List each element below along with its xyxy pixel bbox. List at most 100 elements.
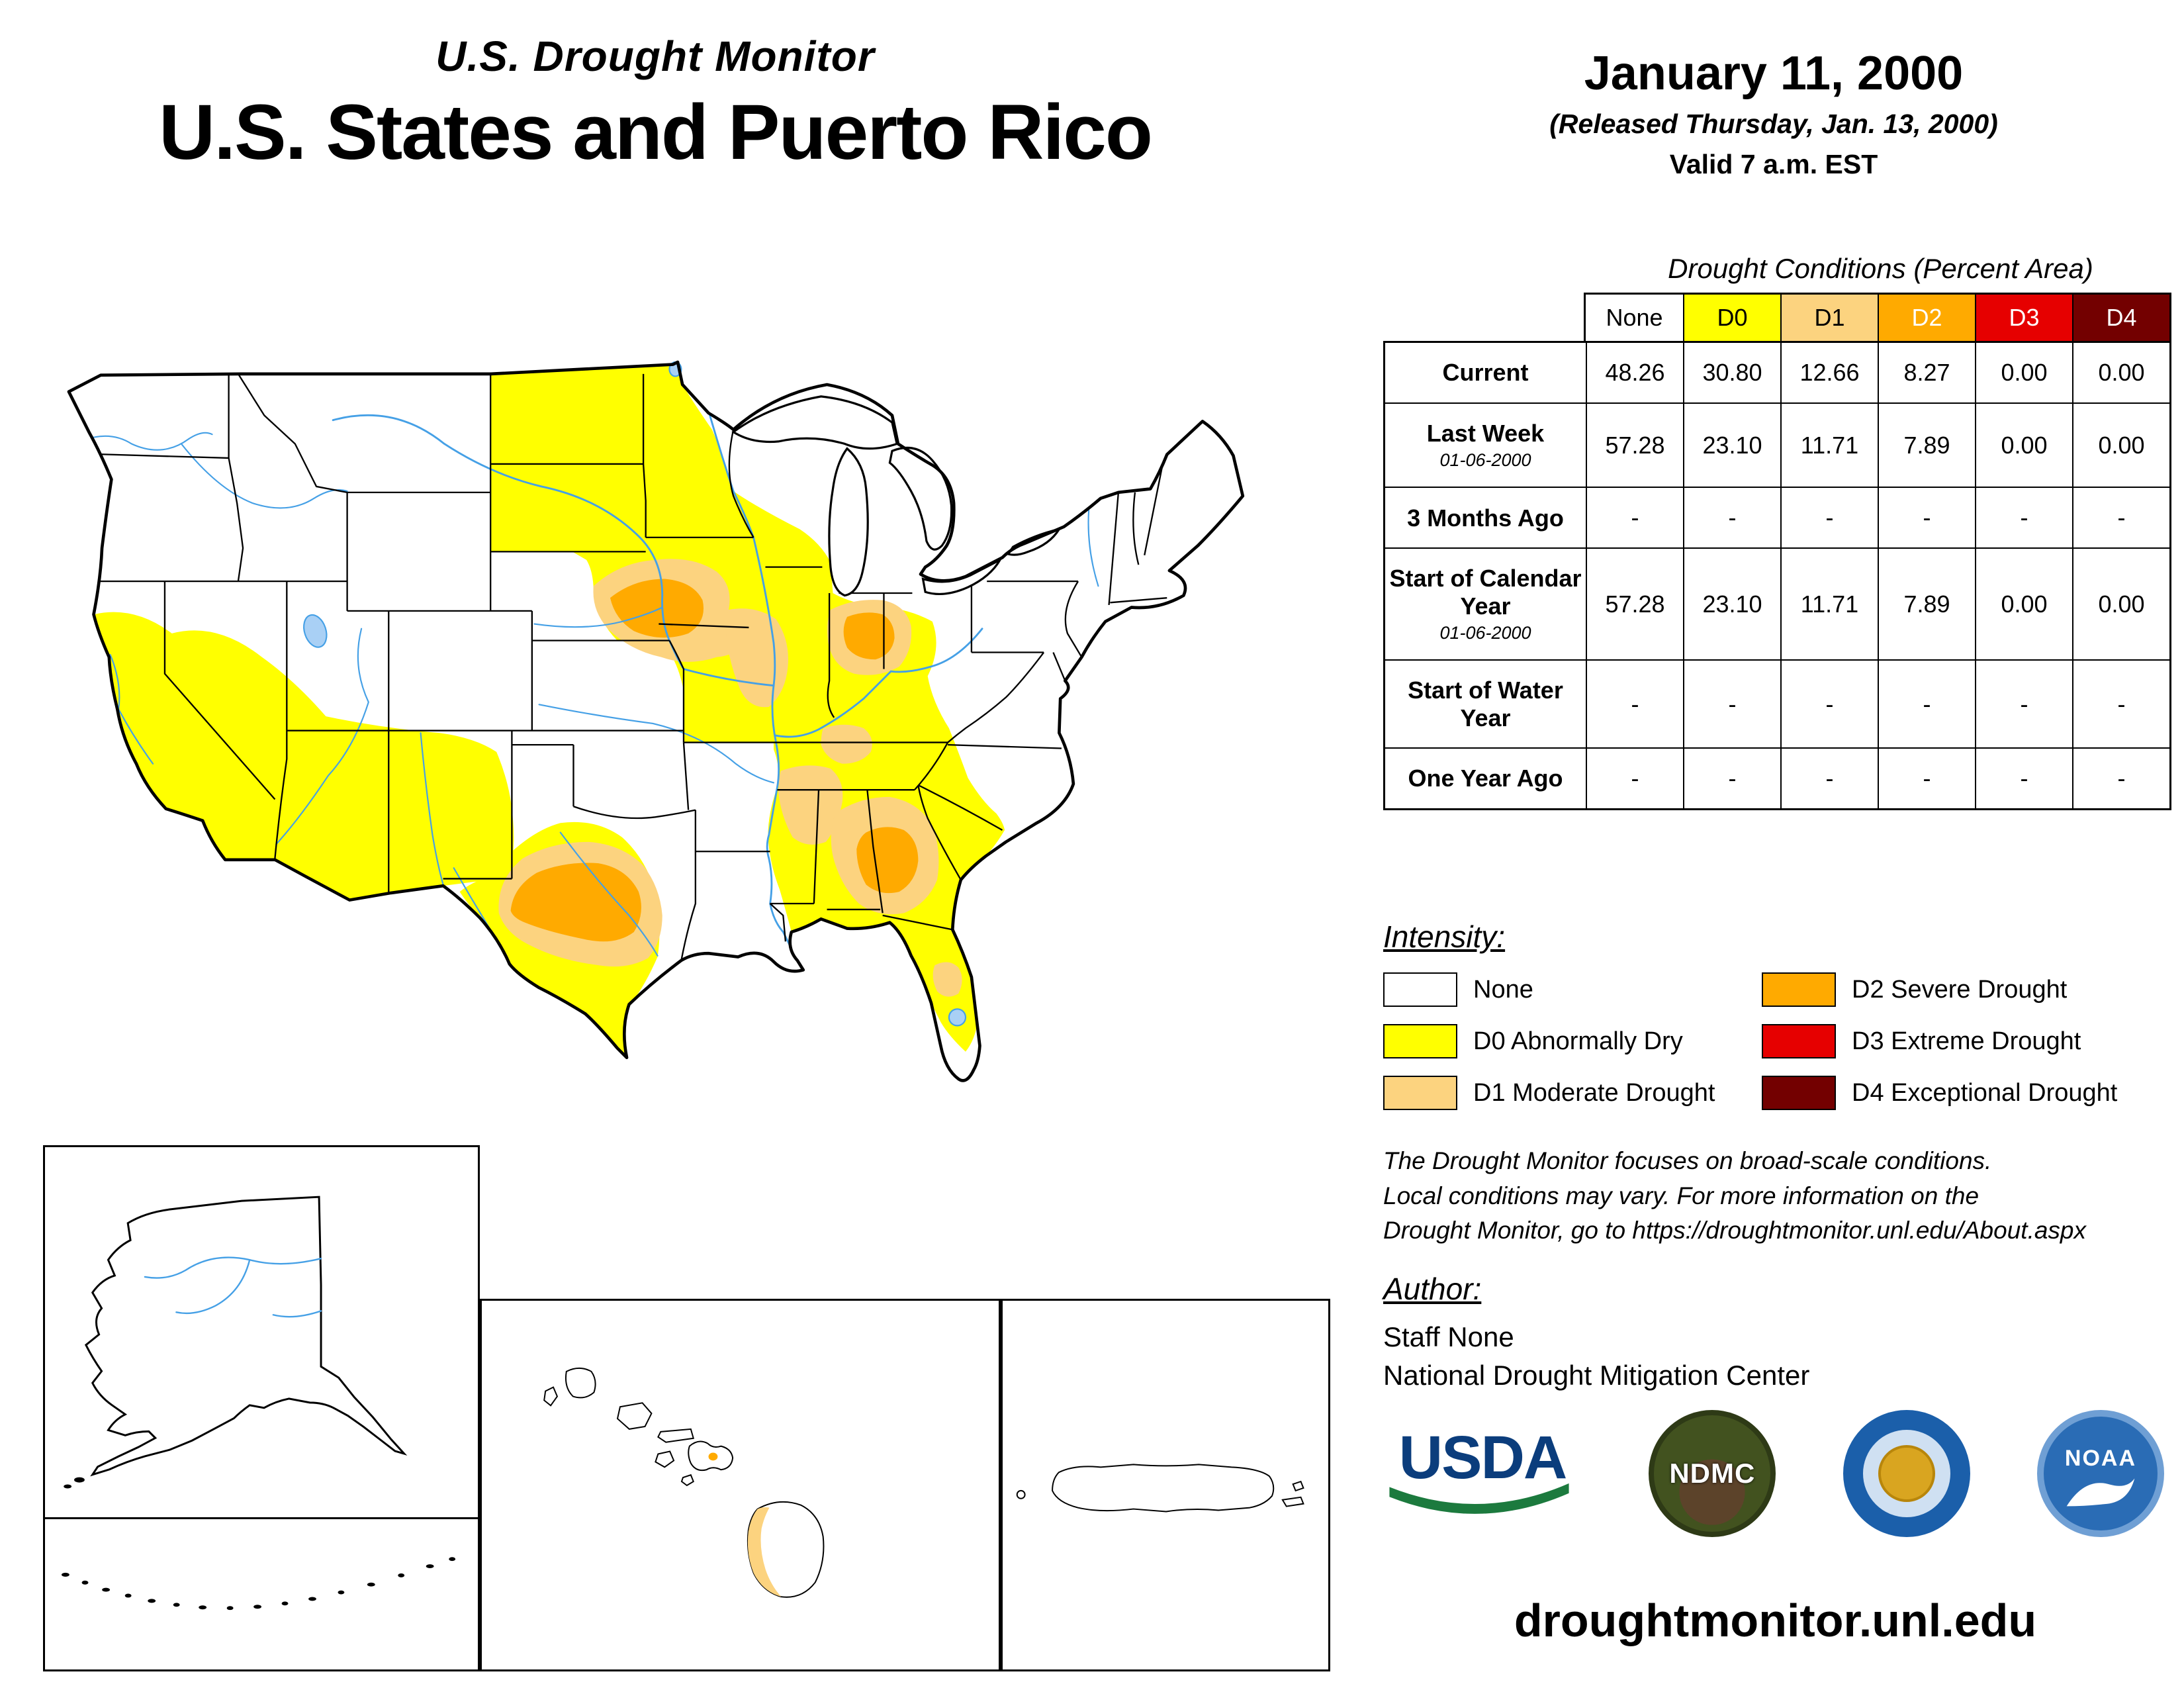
value-one-year-ago-d0: - [1683,747,1780,808]
noaa-logo-text: NOAA [2064,1445,2137,1471]
legend-item-d0: D0 Abnormally Dry [1383,1023,1762,1059]
noaa-bird-icon [2066,1477,2135,1506]
legend-swatch-d3 [1762,1024,1836,1058]
island-dot [308,1597,316,1601]
island-dot [253,1605,261,1609]
legend-item-d3: D3 Extreme Drought [1762,1023,2117,1059]
commerce-logo [1843,1410,1970,1537]
legend-item-d1: D1 Moderate Drought [1383,1075,1762,1111]
value-current-d4: 0.00 [2072,343,2169,402]
table-title: Drought Conditions (Percent Area) [1668,253,2093,284]
value-start-of-water-year-none: - [1586,659,1683,747]
hawaii-map [543,1367,825,1598]
value-one-year-ago-none: - [1586,747,1683,808]
usda-swoosh-icon [1389,1483,1569,1515]
value-start-of-calendar-year-d3: 0.00 [1975,547,2072,660]
island-dot [124,1593,132,1598]
legend-columns: None D0 Abnormally Dry D1 Moderate Drought… [1383,972,2167,1127]
ndmc-logo-text: NDMC [1669,1458,1756,1489]
row-label-start-of-water-year: Start of Water Year [1385,659,1586,747]
colorado-river [275,628,369,845]
column-header-d4: D4 [2072,295,2169,341]
yukon-river [144,1256,322,1279]
legend-label-none: None [1473,975,1533,1004]
legend-title: Intensity: [1383,919,1506,954]
value-3-months-ago-d3: - [1975,487,2072,548]
alaska-river [272,1310,322,1318]
value-one-year-ago-d3: - [1975,747,2072,808]
report-date: January 11, 2000 [1584,47,1964,100]
value-start-of-calendar-year-d0: 23.10 [1683,547,1780,660]
legend-column-right: D2 Severe Drought D3 Extreme Drought D4 Ex… [1762,972,2117,1127]
row-label-3-months-ago: 3 Months Ago [1385,487,1586,547]
usda-logo: USDA [1383,1427,1582,1517]
puerto-rico-map [1016,1464,1304,1513]
disclaimer-line: Drought Monitor, go to https://droughtmo… [1383,1217,2086,1244]
legend-label-d2: D2 Severe Drought [1852,975,2068,1004]
value-3-months-ago-d4: - [2072,487,2169,548]
value-start-of-calendar-year-none: 57.28 [1586,547,1683,660]
oahu [616,1402,653,1430]
culebra [1292,1480,1304,1492]
drought-region-d1-kentucky-tennessee [821,724,872,764]
rio-grande-upper [420,732,444,886]
author-org: National Drought Mitigation Center [1383,1360,1810,1391]
value-start-of-water-year-d1: - [1780,659,1878,747]
island-dot [398,1573,405,1577]
maui-d2-spot [708,1452,718,1461]
platte-river [533,606,663,628]
island-dot [102,1587,111,1592]
aleutian-island [74,1477,85,1483]
intensity-legend: Intensity: None D0 Abnormally Dry D1 Moder… [1383,919,2167,1127]
column-header-none: None [1586,295,1683,341]
lanai [655,1450,675,1468]
value-current-d2: 8.27 [1878,343,1975,402]
author-name: Staff None [1383,1321,1514,1352]
aleutian-islands-inset [43,1519,480,1671]
valid-time: Valid 7 a.m. EST [1669,149,1878,179]
value-current-none: 48.26 [1586,343,1683,402]
disclaimer-line: The Drought Monitor focuses on broad-sca… [1383,1147,1992,1174]
column-header-d1: D1 [1780,295,1878,341]
island-dot [281,1601,289,1606]
value-current-d3: 0.00 [1975,343,2072,402]
conus-outline [67,360,1245,1082]
island-dot [81,1580,89,1585]
ohio-river [774,628,983,738]
legend-item-d4: D4 Exceptional Drought [1762,1075,2117,1111]
columbia-river [69,432,213,451]
alaska-map [64,1196,408,1489]
drought-region-d2-nebraska-iowa [610,579,704,638]
title-block: U.S. Drought Monitor U.S. States and Pue… [93,32,1218,177]
arkansas-river [538,704,775,784]
value-last-week-d3: 0.00 [1975,402,2072,487]
island-dot [426,1564,434,1569]
legend-label-d0: D0 Abnormally Dry [1473,1027,1683,1055]
state-borders [68,373,1167,961]
drought-conditions-table: Drought Conditions (Percent Area) None D0… [1383,253,2177,810]
kauai [565,1367,596,1399]
kuskokwim-river [175,1258,251,1315]
row-label-start-of-calendar-year: Start of Calendar Year 01-06-2000 [1385,547,1586,659]
island-dot [367,1582,375,1587]
legend-swatch-none [1383,972,1457,1007]
value-current-d0: 30.80 [1683,343,1780,402]
alaska-inset [43,1145,480,1519]
island-dot [226,1606,234,1611]
lake-okeechobee [948,1008,967,1027]
value-3-months-ago-d1: - [1780,487,1878,548]
value-last-week-none: 57.28 [1586,402,1683,487]
row-label-one-year-ago: One Year Ago [1385,747,1586,808]
value-current-d1: 12.66 [1780,343,1878,402]
legend-column-left: None D0 Abnormally Dry D1 Moderate Drought [1383,972,1762,1127]
value-last-week-d2: 7.89 [1878,402,1975,487]
island-dot [148,1599,156,1603]
value-last-week-d0: 23.10 [1683,402,1780,487]
value-3-months-ago-none: - [1586,487,1683,548]
lake-huron [888,446,953,551]
legend-label-d4: D4 Exceptional Drought [1852,1078,2118,1107]
value-start-of-water-year-d4: - [2072,659,2169,747]
kahoolawe [680,1474,694,1487]
value-start-of-calendar-year-d2: 7.89 [1878,547,1975,660]
